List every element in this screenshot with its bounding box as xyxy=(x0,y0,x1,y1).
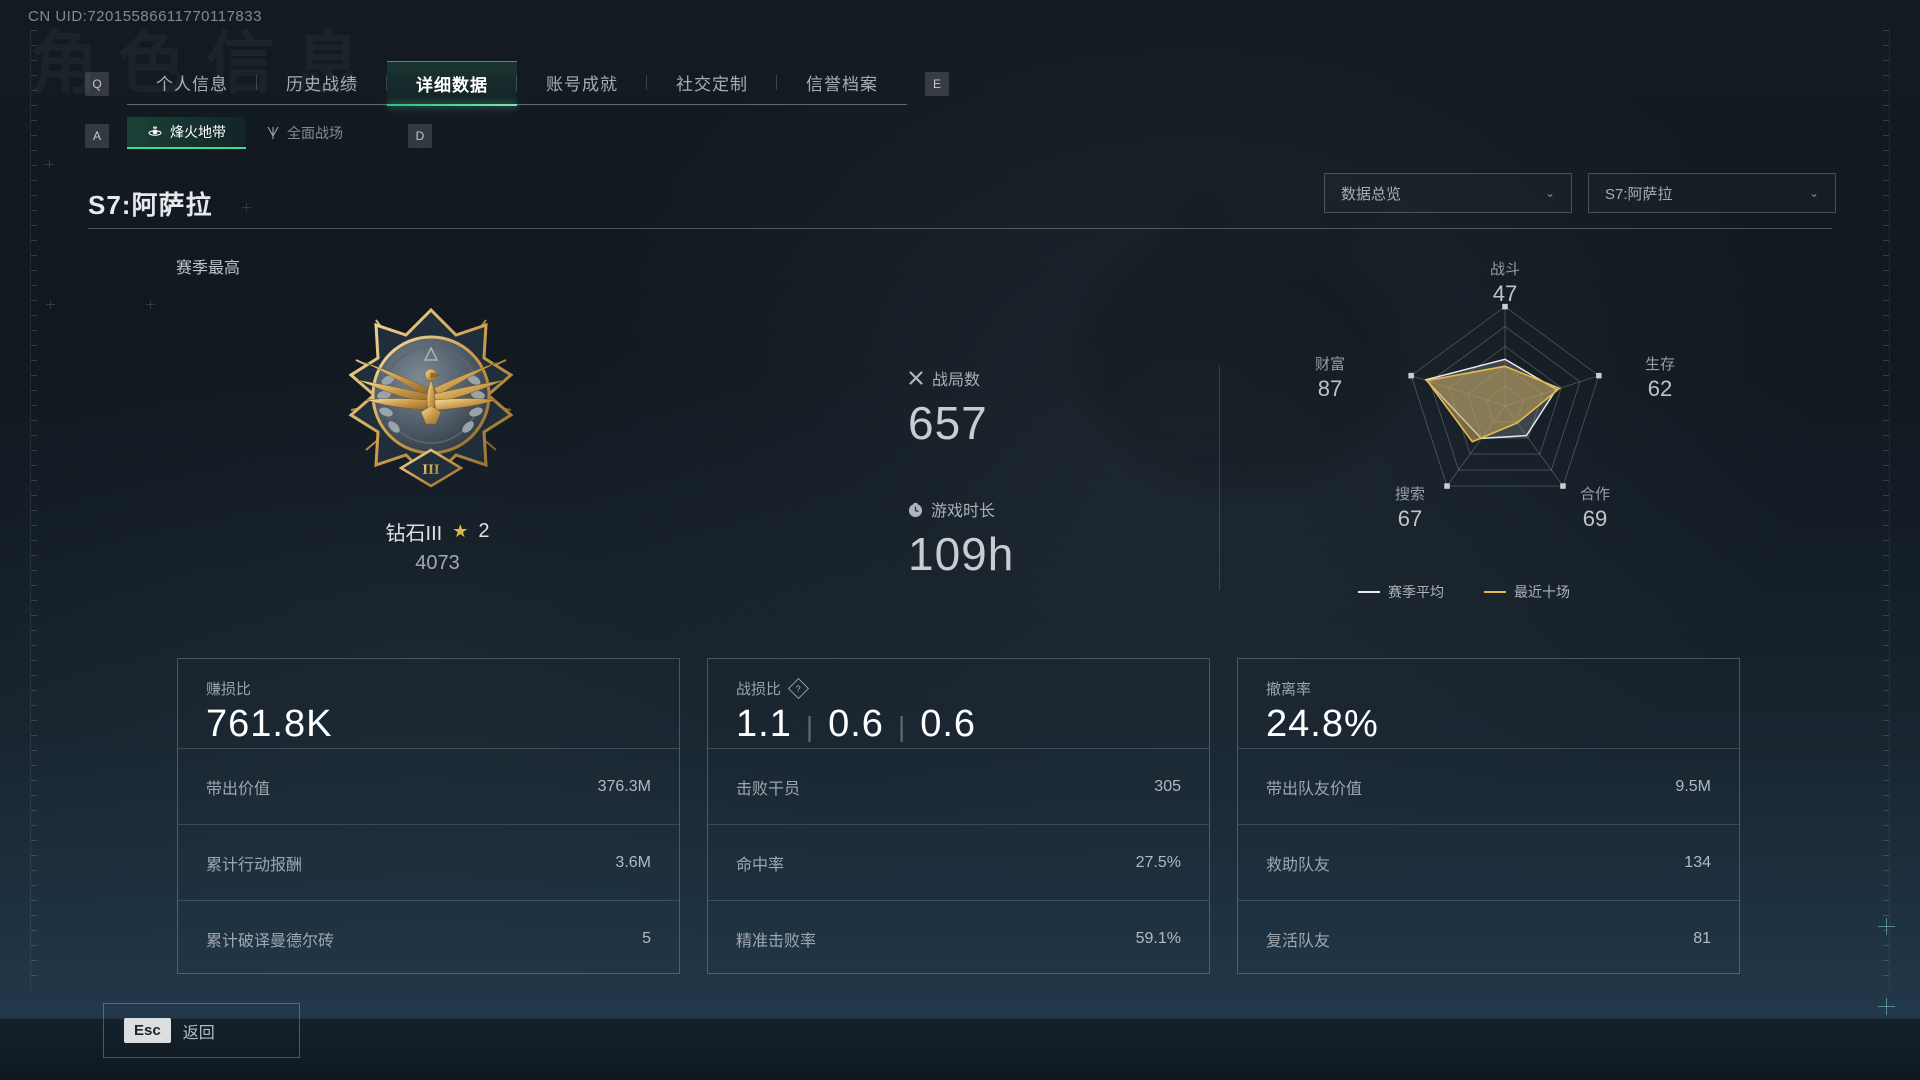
svg-text:III: III xyxy=(422,462,440,478)
